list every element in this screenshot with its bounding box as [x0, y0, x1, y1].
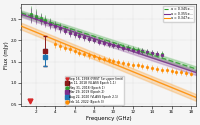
X-axis label: Frequency (GHz): Frequency (GHz)	[86, 116, 131, 121]
Legend: Sep 16, 1998 (FIRST 5σ upper limit), Jan 11, 2018 (VLASS Epoch 1.1), May 31, 201: Sep 16, 1998 (FIRST 5σ upper limit), Jan…	[65, 76, 124, 105]
Y-axis label: Flux (mJy): Flux (mJy)	[4, 41, 9, 69]
